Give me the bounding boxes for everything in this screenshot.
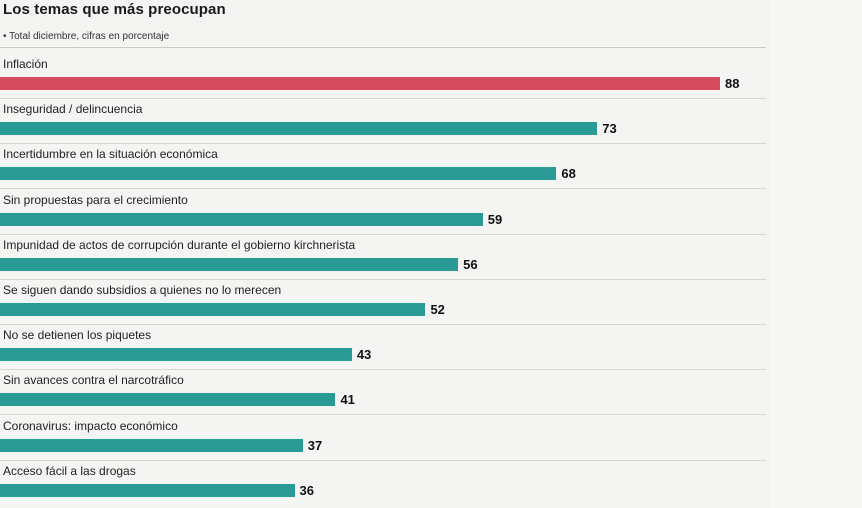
value-label: 37 [307,437,323,453]
category-label: Inflación [3,57,48,71]
row-divider [0,188,766,190]
category-label: Inseguridad / delincuencia [3,102,143,117]
value-label: 36 [299,482,314,498]
value-label: 88 [725,76,740,91]
bar [0,212,483,226]
category-label: Impunidad de actos de corrupción durante… [3,237,356,252]
category-label: Se siguen dando subsidios a quienes no l… [3,283,282,297]
page-margin [770,0,862,508]
value-label: 73 [602,121,617,137]
bar [0,122,598,136]
category-label: Coronavirus: impacto económico [3,418,178,433]
bar [0,348,352,362]
value-label: 41 [340,392,355,408]
row-divider [0,369,766,371]
bar [0,167,557,181]
row-divider [0,233,766,235]
category-label: Sin avances contra el narcotráfico [3,373,184,388]
chart-subtitle: • Total diciembre, cifras en porcentaje [3,31,170,42]
bar [0,257,459,271]
value-label: 59 [487,211,503,227]
category-label: No se detienen los piquetes [3,328,152,343]
category-label: Acceso fácil a las drogas [3,463,136,478]
bar-chart: Inflación 88 Inseguridad / delincuencia 73 I… [0,57,766,498]
row-divider [0,143,766,145]
value-label: 56 [463,256,478,272]
chart-title: Los temas que más preocupan [3,1,226,18]
bar [0,438,303,452]
value-label: 52 [430,302,445,317]
bar [0,483,295,497]
bar [0,393,336,407]
row-divider [0,278,766,280]
category-label: Incertidumbre en la situación económica [3,147,218,162]
category-label: Sin propuestas para el crecimiento [3,192,188,207]
row-divider [0,414,766,416]
row-divider [0,98,766,99]
value-label: 68 [561,166,576,182]
header-divider [0,47,766,48]
row-divider [0,324,766,325]
value-label: 43 [356,347,372,363]
chart-panel: Los temas que más preocupan • Total dici… [0,1,766,498]
bar [0,303,426,316]
row-divider [0,459,766,461]
bar [0,77,720,90]
